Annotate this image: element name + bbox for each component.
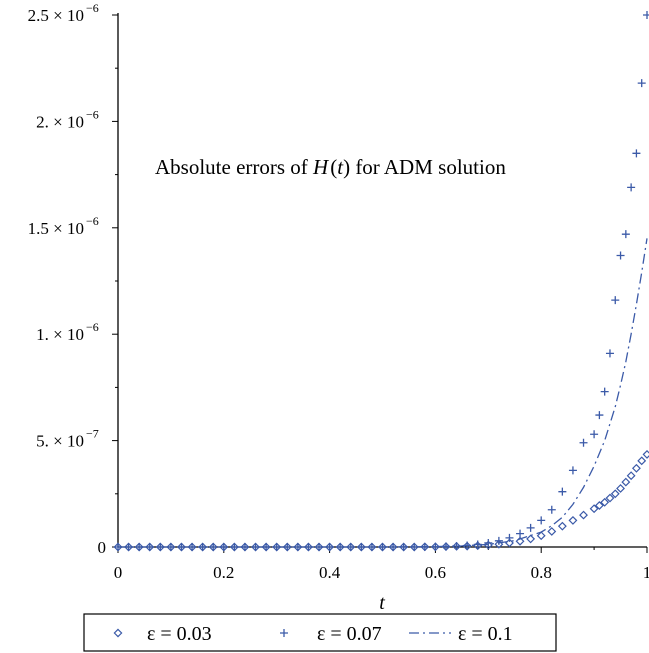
legend-item-1: ε = 0.07 xyxy=(280,623,382,645)
data-point xyxy=(616,251,625,260)
legend-item-2: ε = 0.1 xyxy=(409,623,513,645)
data-point xyxy=(483,540,493,550)
y-tick-label: 0 xyxy=(98,538,107,557)
data-point xyxy=(579,510,588,520)
chart-annotation: Absolute errors of H(t) for ADM solution xyxy=(155,155,506,179)
data-point xyxy=(410,543,419,551)
legend-label: ε = 0.03 xyxy=(147,623,212,645)
legend-symbol xyxy=(113,628,123,638)
y-tick-exponent: −6 xyxy=(86,1,99,15)
data-point xyxy=(627,183,636,192)
x-tick-label: 0.6 xyxy=(425,563,446,582)
data-point xyxy=(526,523,535,532)
y-tick-exponent: −6 xyxy=(86,320,99,334)
data-point xyxy=(643,11,649,19)
y-tick-label-group: 2. × 10 −6 xyxy=(36,107,99,131)
data-point xyxy=(632,149,641,158)
data-point xyxy=(547,527,557,536)
legend: ε = 0.03 ε = 0.07 ε = 0.1 xyxy=(83,613,557,652)
data-point xyxy=(642,449,649,459)
series-1 xyxy=(114,11,649,551)
y-tick-label: 2.5 × 10 xyxy=(28,6,84,25)
data-point xyxy=(515,536,525,546)
data-point xyxy=(626,471,636,481)
data-point xyxy=(505,533,514,542)
y-tick-label-group: 0 xyxy=(98,538,107,557)
y-tick-exponent: −7 xyxy=(86,427,99,441)
ticks: 0 0.2 0.4 0.6 0.8 105. × 10 −71. × 10 −61.5 × 1… xyxy=(28,1,649,582)
data-point xyxy=(557,521,567,531)
data-point xyxy=(558,487,567,496)
data-point xyxy=(579,438,588,447)
y-tick-label: 2. × 10 xyxy=(36,112,84,131)
data-point xyxy=(621,477,631,487)
series-line xyxy=(118,238,648,548)
legend-label: ε = 0.1 xyxy=(458,623,513,645)
data-point xyxy=(605,493,615,503)
x-tick-label: 0.8 xyxy=(531,563,552,582)
data-point xyxy=(616,484,625,493)
data-point xyxy=(568,466,577,475)
data-point xyxy=(637,79,646,88)
data-point xyxy=(526,534,536,544)
data-point xyxy=(367,543,376,551)
x-axis-title: t xyxy=(379,592,385,614)
data-point xyxy=(631,463,641,473)
y-tick-label-group: 2.5 × 10 −6 xyxy=(28,1,99,25)
data-point xyxy=(547,505,556,514)
data-point xyxy=(611,296,620,305)
y-tick-label-group: 1. × 10 −6 xyxy=(36,320,99,344)
x-tick-label: 0.2 xyxy=(213,563,234,582)
data-point xyxy=(589,504,599,514)
y-tick-label: 1.5 × 10 xyxy=(28,219,84,238)
y-tick-label: 1. × 10 xyxy=(36,325,84,344)
legend-symbol xyxy=(280,629,288,637)
y-tick-exponent: −6 xyxy=(86,214,99,228)
data-point xyxy=(595,411,604,420)
data-point xyxy=(484,538,493,547)
y-tick-exponent: −6 xyxy=(86,107,99,121)
legend-item-0: ε = 0.03 xyxy=(113,623,212,645)
y-tick-label: 5. × 10 xyxy=(36,432,84,451)
legend-box xyxy=(83,613,557,652)
data-point xyxy=(568,515,578,525)
x-tick-label: 1 xyxy=(643,563,649,582)
data-point xyxy=(516,529,525,538)
series-2 xyxy=(118,238,648,548)
data-point xyxy=(537,516,546,525)
series-layer xyxy=(113,11,649,552)
y-tick-label-group: 1.5 × 10 −6 xyxy=(28,214,99,238)
legend-items: ε = 0.03 ε = 0.07 ε = 0.1 xyxy=(113,623,513,645)
data-point xyxy=(605,349,614,358)
data-point xyxy=(536,531,546,541)
legend-label: ε = 0.07 xyxy=(317,623,382,645)
x-tick-label: 0.4 xyxy=(319,563,341,582)
data-point xyxy=(610,489,620,499)
data-point xyxy=(621,230,630,239)
data-point xyxy=(594,501,604,510)
data-point xyxy=(637,456,647,466)
axes xyxy=(117,13,647,548)
series-0 xyxy=(113,449,649,552)
x-tick-label: 0 xyxy=(114,563,123,582)
data-point xyxy=(590,430,599,439)
data-point xyxy=(600,387,609,396)
data-point xyxy=(600,497,610,507)
y-tick-label-group: 5. × 10 −7 xyxy=(36,427,99,451)
data-point xyxy=(230,543,239,551)
